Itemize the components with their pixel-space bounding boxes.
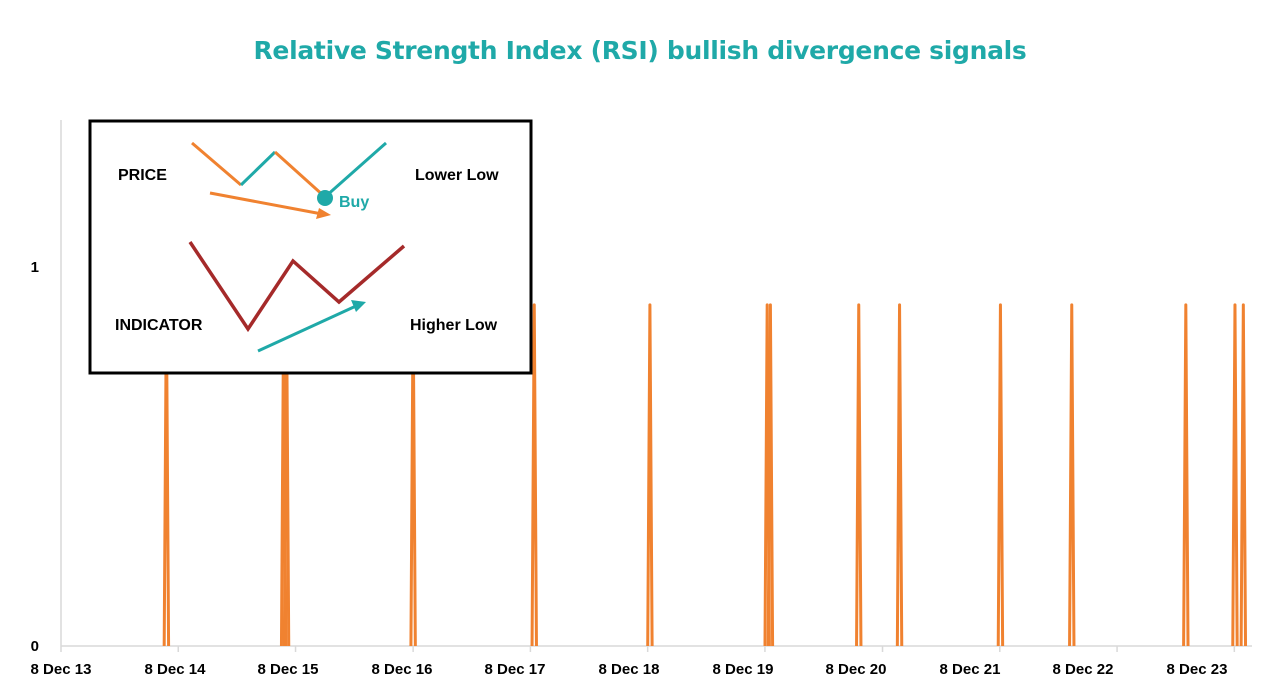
- indicator-trend-arrow: [257, 304, 357, 353]
- x-tick-labels: 8 Dec 13 8 Dec 14 8 Dec 15 8 Dec 16 8 De…: [31, 661, 1228, 678]
- x-tick-label: 8 Dec 21: [940, 661, 1001, 678]
- x-tick-label: 8 Dec 19: [713, 661, 774, 678]
- arrowhead-icon: [316, 208, 331, 219]
- price-line-falling: [191, 141, 242, 187]
- price-line-falling: [273, 150, 327, 199]
- signal-spike: [1239, 303, 1248, 647]
- buy-label: Buy: [339, 194, 369, 211]
- inset-price-label: PRICE: [118, 167, 167, 184]
- x-tick-label: 8 Dec 20: [826, 661, 887, 678]
- divergence-inset: PRICE Lower Low INDICATOR Higher Low Buy: [88, 119, 533, 375]
- y-tick-label-0: 0: [31, 638, 39, 655]
- signal-spike: [1182, 303, 1190, 647]
- x-tick-label: 8 Dec 13: [31, 661, 92, 678]
- y-tick-label-1: 1: [31, 259, 39, 276]
- inset-frame: [88, 119, 533, 375]
- price-trend-arrow: [209, 191, 323, 216]
- x-tick-label: 8 Dec 14: [145, 661, 207, 678]
- x-tick-label: 8 Dec 23: [1167, 661, 1228, 678]
- signal-spike: [1068, 303, 1076, 647]
- price-line-rising: [239, 150, 277, 187]
- signal-spike: [855, 303, 863, 647]
- x-tick-label: 8 Dec 15: [258, 661, 319, 678]
- signal-spike: [1231, 303, 1239, 647]
- indicator-line: [188, 241, 406, 333]
- inset-indicator-label: INDICATOR: [115, 317, 203, 334]
- signal-spike: [895, 303, 904, 647]
- x-tick-label: 8 Dec 18: [599, 661, 660, 678]
- buy-marker: [317, 190, 333, 206]
- inset-higher-low-label: Higher Low: [410, 317, 498, 334]
- x-tick-marks: [60, 646, 1236, 652]
- inset-lower-low-label: Lower Low: [415, 167, 499, 184]
- x-tick-label: 8 Dec 17: [485, 661, 546, 678]
- x-tick-label: 8 Dec 22: [1053, 661, 1114, 678]
- x-tick-label: 8 Dec 16: [372, 661, 433, 678]
- signal-spike: [530, 303, 538, 647]
- chart-title: Relative Strength Index (RSI) bullish di…: [253, 36, 1027, 65]
- signal-spike: [996, 303, 1005, 647]
- price-line-rising: [324, 141, 387, 199]
- arrowhead-icon: [351, 300, 366, 312]
- signal-spike: [766, 303, 775, 647]
- signal-spike: [646, 303, 654, 647]
